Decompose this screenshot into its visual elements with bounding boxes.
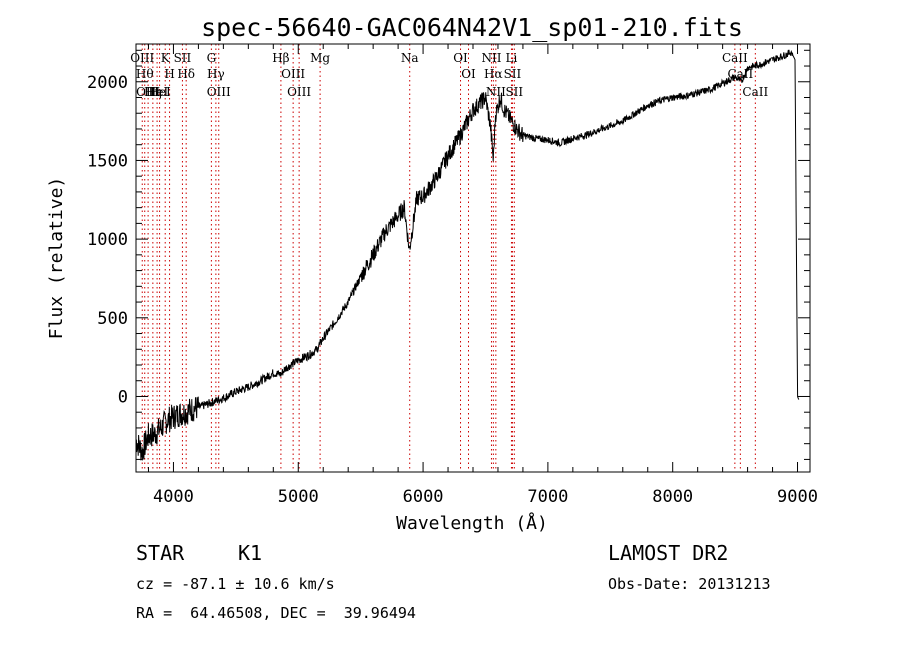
line-label-8: SII <box>174 51 192 65</box>
x-tick-label-2: 6000 <box>403 487 444 507</box>
line-label-6: K <box>161 51 171 65</box>
line-label-17: Na <box>401 51 419 65</box>
redshift-value: cz = -87.1 ± 10.6 km/s <box>136 575 335 593</box>
chart-title: spec-56640-GAC064N42V1_sp01-210.fits <box>201 13 743 42</box>
object-class: STAR <box>136 541 185 565</box>
coordinates: RA = 64.46508, DEC = 39.96494 <box>136 604 416 622</box>
y-axis: 0 500 1000 1500 2000 <box>87 49 810 460</box>
y-tick-label-2: 1000 <box>87 230 128 250</box>
line-label-11: Hγ <box>207 67 225 81</box>
object-subclass: K1 <box>238 541 263 565</box>
line-label-15: OIII <box>287 85 311 99</box>
x-tick-label-0: 4000 <box>153 487 194 507</box>
line-markers <box>141 44 756 472</box>
line-label-13: Hβ <box>272 51 289 65</box>
x-tick-label-1: 5000 <box>278 487 319 507</box>
line-label-7: H <box>164 67 174 81</box>
line-label-14: OIII <box>281 67 305 81</box>
x-axis: 4000 5000 6000 7000 8000 9000 <box>147 44 818 507</box>
line-label-12: OIII <box>207 85 231 99</box>
line-label-24: SII <box>504 67 522 81</box>
line-label-19: OI <box>461 67 476 81</box>
line-label-16: Mg <box>310 51 330 65</box>
x-tick-label-4: 8000 <box>652 487 693 507</box>
spectrum-series <box>135 49 800 461</box>
observation-date: Obs-Date: 20131213 <box>608 575 771 593</box>
line-label-2: OIII <box>136 85 160 99</box>
y-tick-label-1: 500 <box>97 309 128 329</box>
y-tick-label-0: 0 <box>118 387 128 407</box>
line-label-27: CaII <box>727 67 753 81</box>
line-label-1: Hθ <box>136 67 154 81</box>
spectrum-chart: spec-56640-GAC064N42V1_sp01-210.fits 400… <box>46 13 818 534</box>
x-tick-label-3: 7000 <box>527 487 568 507</box>
y-tick-label-3: 1500 <box>87 151 128 171</box>
line-label-5: HeI <box>148 85 171 99</box>
line-label-22: NII <box>486 85 506 99</box>
line-label-25: SII <box>505 85 523 99</box>
x-axis-label: Wavelength (Å) <box>396 512 548 534</box>
line-label-23: Li <box>506 51 518 65</box>
line-label-18: OI <box>453 51 468 65</box>
line-label-0: OIII <box>130 51 154 65</box>
line-label-28: CaII <box>742 85 768 99</box>
spectrum-line <box>135 49 800 461</box>
line-label-3: Hη <box>144 85 162 99</box>
line-label-4: HeI <box>146 85 169 99</box>
y-tick-label-4: 2000 <box>87 73 128 93</box>
line-label-9: Hδ <box>177 67 195 81</box>
line-label-20: NII <box>481 51 501 65</box>
survey-name: LAMOST DR2 <box>608 541 729 565</box>
y-axis-label: Flux (relative) <box>46 177 67 340</box>
x-tick-label-5: 9000 <box>777 487 818 507</box>
line-label-21: Hα <box>484 67 503 81</box>
line-labels: OIIIHθOIIIHηHeIHeIKHSIIHδGHγOIIIHβOIIIOI… <box>130 51 768 99</box>
line-label-26: CaII <box>722 51 748 65</box>
line-label-10: G <box>207 51 217 65</box>
